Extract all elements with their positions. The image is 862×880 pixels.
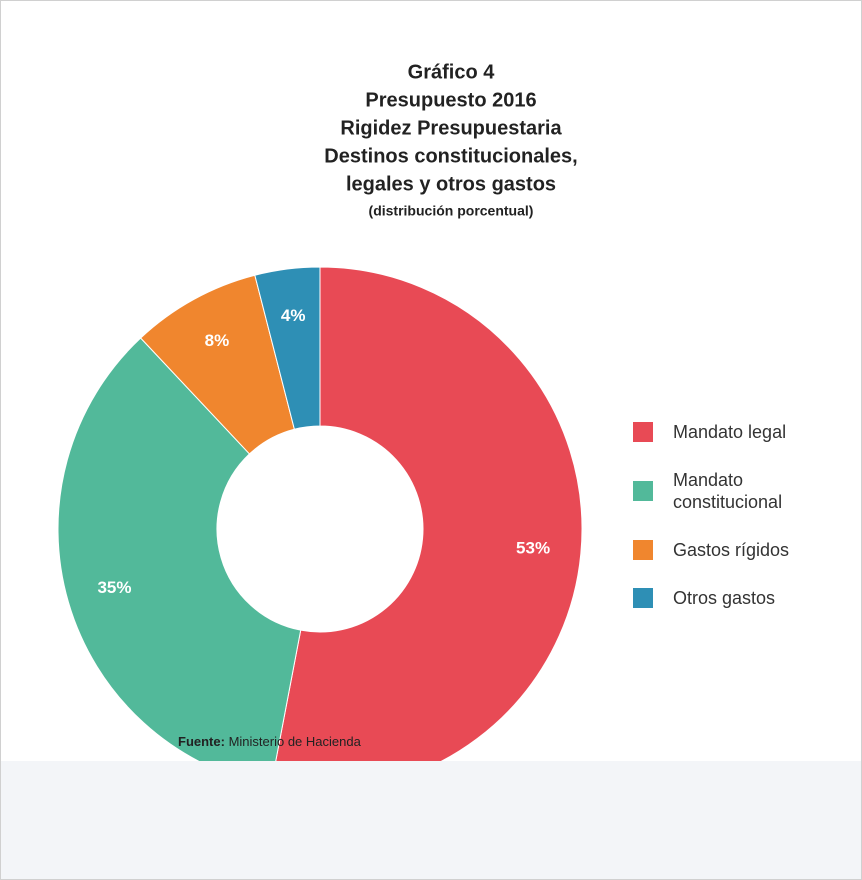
legend-label: Otros gastos [673,588,776,608]
chart-svg: Gráfico 4 Presupuesto 2016 Rigidez Presupu… [57,61,583,761]
legend-swatch [633,481,653,501]
slice [57,337,302,761]
data-label: 4% [281,306,306,325]
legend-item: Mandato legal [633,421,853,443]
chart-title: Destinos constitucionales, [324,145,577,167]
legend-label: Mandato legal [673,422,787,442]
source-label: Fuente: [178,734,225,749]
chart-subtitle: (distribución porcentual) [369,203,534,219]
legend-swatch [633,422,653,442]
chart-title: legales y otros gastos [346,173,556,195]
slice [275,266,583,761]
chart-title: Rigidez Presupuestaria [340,117,562,139]
legend-swatch [633,588,653,608]
data-label: 53% [516,539,550,558]
legend-item: Gastos rígidos [633,539,853,561]
legend-label: Mandato constitucional [673,470,783,512]
legend-label: Gastos rígidos [673,540,790,560]
data-label: 8% [205,331,230,350]
source: Fuente: Ministerio de Hacienda [178,734,361,749]
legend-item: Mandato constitucional [633,469,853,513]
legend-item: Otros gastos [633,587,853,609]
slice [254,266,321,430]
footer-band [1,761,861,879]
data-label: 35% [97,578,131,597]
chart-title: Gráfico 4 [408,61,496,83]
legend-swatch [633,540,653,560]
legend: Mandato legal Mandato constitucional Gasto… [633,421,853,635]
source-text: Ministerio de Hacienda [228,734,361,749]
chart-title: Presupuesto 2016 [365,89,536,111]
